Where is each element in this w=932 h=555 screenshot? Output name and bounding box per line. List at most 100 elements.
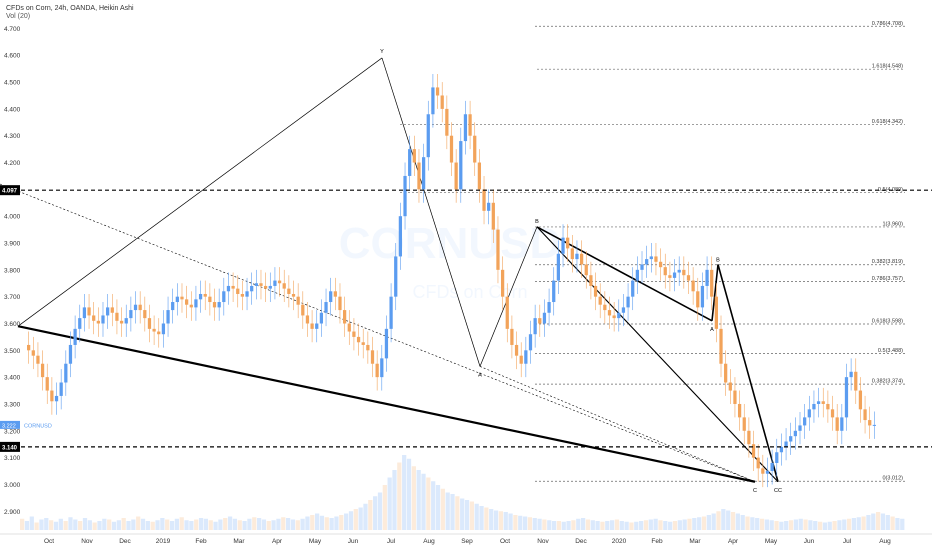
symbol-watermark: CORNUSD CFDs on Corn <box>339 219 561 302</box>
x-tick-label: Jun <box>804 538 815 545</box>
volume-bar <box>721 509 726 530</box>
x-tick-label: Jul <box>843 538 852 545</box>
candle-body <box>245 291 249 297</box>
volume-bar <box>237 520 242 530</box>
volume-bar <box>668 521 673 530</box>
candle-body <box>598 296 602 305</box>
candle-body <box>226 285 231 292</box>
candle-body <box>222 291 226 303</box>
volume-bar <box>82 518 88 530</box>
y-tick-label: 4.400 <box>4 106 21 113</box>
volume-bar <box>87 520 92 530</box>
volume-bar <box>610 520 615 530</box>
volume-bar <box>334 516 339 530</box>
candle-body <box>756 457 760 469</box>
candle-body <box>440 95 444 109</box>
volume-bar <box>179 517 184 530</box>
volume-bar <box>489 509 494 530</box>
candle-body <box>612 315 616 319</box>
volume-bar <box>624 521 629 530</box>
candle-body <box>538 318 542 324</box>
volume-bar <box>426 477 431 530</box>
candle-body <box>152 328 156 332</box>
volume-bar <box>590 520 595 530</box>
volume-bar <box>861 516 866 530</box>
x-tick-label: Mar <box>689 538 701 545</box>
volume-bar <box>551 521 557 530</box>
volume-bar <box>900 518 905 530</box>
candle-body <box>491 202 495 230</box>
volume-bar <box>116 520 121 530</box>
volume-indicator-label[interactable]: Vol (20) <box>6 13 31 20</box>
candle-body <box>73 328 77 345</box>
candlestick-series <box>27 74 876 488</box>
volume-bar <box>851 518 857 530</box>
candle-body <box>54 395 59 402</box>
candle-body <box>175 296 179 303</box>
volume-bar <box>556 521 562 530</box>
volume-bar <box>223 518 228 530</box>
x-tick-label: Mar <box>233 538 245 545</box>
candle-body <box>714 296 718 329</box>
candle-body <box>524 350 528 364</box>
x-tick-label: Jul <box>387 538 396 545</box>
x-tick-label: Aug <box>423 538 435 545</box>
volume-bar <box>63 521 68 530</box>
candle-body <box>724 363 728 383</box>
y-tick-label: 3.300 <box>4 401 21 408</box>
volume-bar <box>281 517 286 530</box>
candle-body <box>645 259 649 265</box>
volume-bar <box>227 516 233 530</box>
volume-bar <box>866 515 871 530</box>
candle-body <box>603 304 607 311</box>
fibonacci-levels: 0.786(4.708) 1.618(4.548) 0.618(4.342) 0.5(… <box>400 21 905 482</box>
volume-bar <box>871 513 876 530</box>
volume-bar <box>639 521 644 530</box>
volume-bar <box>460 498 465 530</box>
candle-body <box>147 318 152 329</box>
y-tick-label: 4.300 <box>4 133 21 140</box>
candle-body <box>863 409 867 421</box>
fib-level-label: 0.786(4.708) <box>872 21 903 27</box>
candle-body <box>384 328 389 359</box>
candle-body <box>658 261 663 268</box>
volume-bar <box>663 521 668 530</box>
candle-body <box>854 371 858 391</box>
candle-body <box>463 114 468 142</box>
last-price-symbol: CORNUSD <box>24 423 52 429</box>
x-tick-label: 2019 <box>156 538 171 545</box>
volume-bar <box>261 519 267 530</box>
candle-body <box>579 253 584 265</box>
volume-bar <box>339 515 344 530</box>
volume-bar <box>885 515 890 530</box>
volume-bar <box>822 522 828 530</box>
fib-level-label: 0.382(3.819) <box>872 259 903 265</box>
candle-body <box>607 310 612 316</box>
candle-body <box>584 264 588 276</box>
candle-body <box>542 312 547 324</box>
candle-body <box>737 403 742 418</box>
volume-bar <box>373 496 378 530</box>
volume-bar <box>252 517 257 530</box>
volume-bar <box>784 521 789 530</box>
pattern-projection <box>0 183 756 483</box>
candle-body <box>352 331 356 337</box>
candle-body <box>291 293 296 297</box>
candle-body <box>115 312 119 321</box>
y-tick-label: 4.500 <box>4 80 21 87</box>
candle-body <box>487 202 491 211</box>
candle-body <box>329 291 333 303</box>
candle-body <box>547 302 551 313</box>
candle-body <box>482 189 486 211</box>
volume-bar <box>474 503 479 530</box>
fib-level-label: 1.618(4.548) <box>872 64 903 70</box>
volume-bar <box>648 519 653 530</box>
pattern-wedge-line <box>17 325 756 483</box>
price-tag-label: 3.140 <box>2 445 18 451</box>
volume-bar <box>247 518 252 530</box>
volume-bar <box>310 515 315 530</box>
price-tag-box <box>0 441 20 452</box>
volume-bar <box>232 518 238 530</box>
